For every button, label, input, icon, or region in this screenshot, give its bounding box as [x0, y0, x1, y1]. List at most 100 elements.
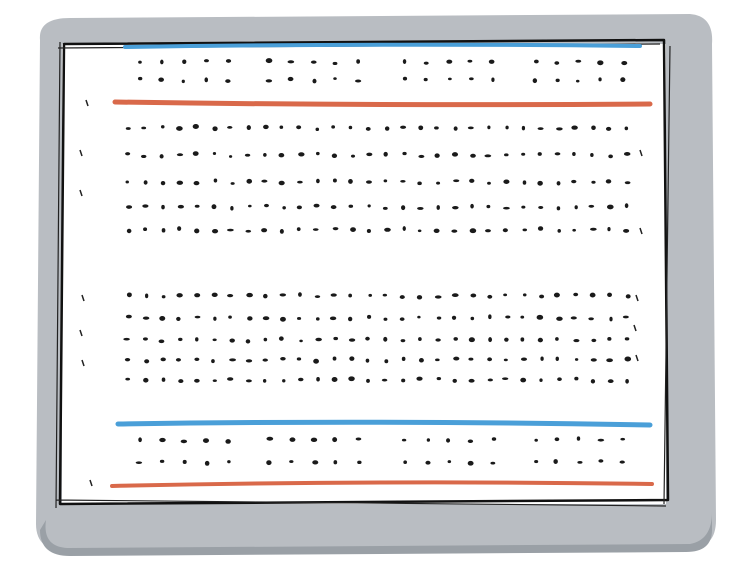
hole	[296, 125, 302, 130]
hole	[195, 337, 199, 342]
hole	[204, 460, 210, 466]
hole	[298, 377, 304, 382]
hole	[470, 153, 476, 158]
hole	[400, 339, 406, 343]
hole	[399, 317, 405, 321]
hole	[400, 180, 406, 183]
hole	[227, 228, 234, 232]
hole	[366, 229, 371, 234]
hole	[329, 316, 337, 321]
hole	[467, 126, 474, 130]
hole	[573, 339, 580, 343]
hole	[331, 153, 338, 159]
hole	[244, 153, 251, 157]
hole	[263, 337, 268, 342]
hole	[553, 292, 560, 298]
hole	[536, 314, 544, 320]
hole	[287, 76, 294, 82]
hole	[246, 178, 253, 184]
hole	[158, 339, 165, 344]
hole	[453, 337, 458, 341]
hole	[502, 377, 509, 381]
hole	[417, 181, 422, 186]
hole	[228, 155, 233, 158]
hole	[160, 125, 165, 129]
hole	[212, 338, 217, 342]
hole	[504, 337, 509, 342]
hole	[435, 358, 440, 362]
edge-mark	[635, 354, 639, 362]
hole	[160, 357, 166, 362]
hole	[383, 317, 388, 321]
hole	[505, 315, 511, 319]
hole	[625, 294, 631, 299]
hole	[194, 204, 200, 208]
hole	[160, 181, 166, 186]
hole	[487, 378, 493, 382]
hole	[417, 206, 424, 210]
hole	[299, 339, 303, 343]
hole	[333, 336, 339, 341]
hole	[605, 179, 612, 184]
hole	[384, 359, 389, 364]
hole	[138, 437, 142, 443]
hole	[159, 154, 164, 159]
hole	[229, 338, 235, 343]
hole	[575, 59, 582, 63]
hole	[348, 293, 353, 298]
hole	[453, 356, 460, 361]
hole	[204, 77, 209, 83]
hole	[399, 295, 405, 299]
hole	[125, 152, 131, 156]
hole	[485, 229, 491, 233]
hole	[348, 338, 356, 342]
hole	[348, 204, 354, 208]
hole	[556, 316, 563, 321]
hole	[182, 59, 187, 64]
hole	[365, 336, 370, 341]
hole	[571, 125, 578, 130]
hole	[248, 204, 252, 208]
hole	[401, 356, 406, 361]
hole	[570, 316, 577, 320]
hole	[176, 126, 183, 131]
hole	[623, 228, 630, 233]
hole	[491, 437, 497, 441]
hole	[161, 295, 166, 299]
hole	[574, 358, 579, 361]
hole	[433, 228, 440, 233]
hole	[245, 359, 253, 363]
hole	[467, 460, 474, 466]
hole	[350, 154, 356, 158]
hole	[537, 127, 544, 131]
hole	[490, 461, 496, 465]
edge-mark	[79, 329, 83, 337]
edge-mark	[81, 294, 85, 302]
hole	[574, 376, 579, 381]
hole	[522, 180, 527, 185]
hole	[348, 376, 355, 382]
hole	[487, 125, 491, 130]
hole	[597, 60, 604, 66]
hole	[278, 336, 284, 341]
hole	[423, 77, 428, 82]
hole	[451, 152, 459, 157]
hole	[312, 78, 317, 84]
hole	[203, 59, 209, 63]
hole	[538, 205, 544, 209]
hole	[282, 206, 286, 210]
hole	[384, 227, 391, 232]
hole	[279, 125, 284, 129]
hole	[575, 79, 580, 83]
hole	[143, 377, 149, 383]
hole	[451, 315, 457, 320]
hole	[365, 358, 370, 363]
edge-mark	[639, 149, 643, 157]
hole	[247, 316, 253, 321]
hole	[521, 152, 526, 156]
bottom-red-rail	[110, 480, 654, 488]
bottom-blue-rail	[115, 419, 653, 428]
hole	[298, 152, 305, 157]
hole	[245, 379, 252, 383]
hole	[520, 337, 525, 342]
